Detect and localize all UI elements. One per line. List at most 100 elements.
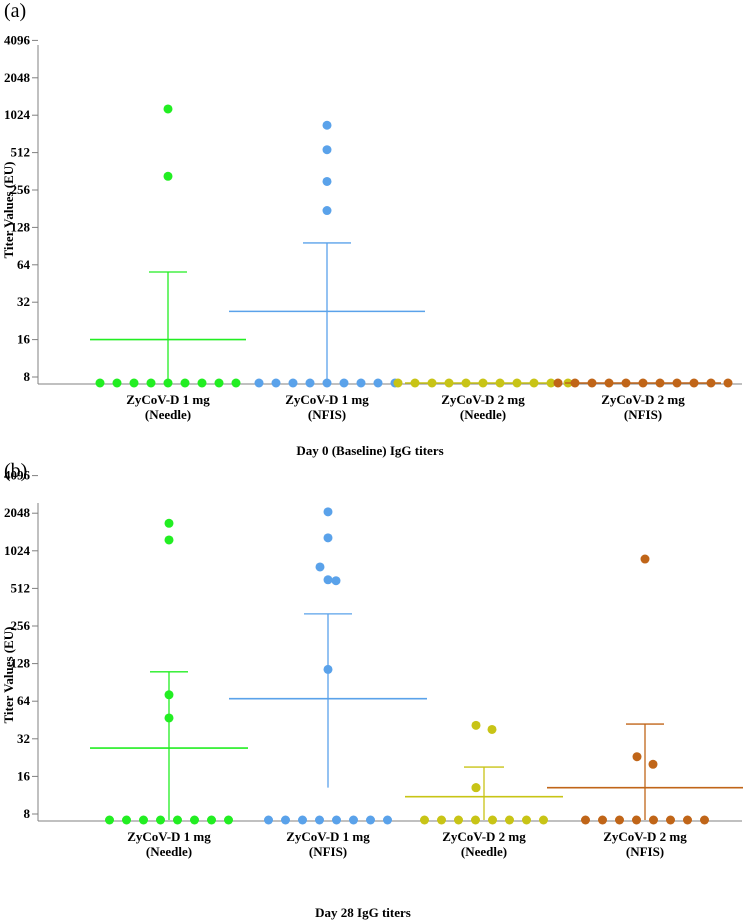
category-label: ZyCoV-D 2 mg xyxy=(601,392,685,407)
data-point xyxy=(522,815,531,825)
y-tick-label: 512 xyxy=(11,145,31,160)
y-tick-label: 8 xyxy=(24,806,31,821)
data-point xyxy=(649,815,658,825)
y-tick-label: 64 xyxy=(17,693,31,708)
panel-a-categories: ZyCoV-D 1 mg(Needle)ZyCoV-D 1 mg(NFIS)Zy… xyxy=(126,392,685,422)
data-point xyxy=(581,815,590,825)
data-point xyxy=(332,815,341,825)
data-point xyxy=(105,815,114,825)
category-sublabel: (Needle) xyxy=(460,407,506,422)
data-point xyxy=(322,206,332,216)
data-point xyxy=(539,815,548,825)
data-point xyxy=(383,815,392,825)
panel-a-label: (a) xyxy=(4,0,26,22)
data-point xyxy=(339,378,349,388)
category-sublabel: (Needle) xyxy=(146,844,192,859)
data-point xyxy=(164,535,174,545)
category-label: ZyCoV-D 1 mg xyxy=(285,392,369,407)
data-point xyxy=(689,378,699,388)
data-point xyxy=(315,562,325,572)
panel-a-y-axis-label: Titer Values (EU) xyxy=(1,161,16,258)
data-point xyxy=(323,575,333,585)
data-point xyxy=(224,815,233,825)
data-point xyxy=(180,378,190,388)
category-sublabel: (NFIS) xyxy=(308,407,346,422)
data-point xyxy=(553,378,563,388)
data-point xyxy=(322,176,332,186)
data-point xyxy=(366,815,375,825)
data-point xyxy=(164,690,174,700)
data-point xyxy=(315,815,324,825)
data-point xyxy=(298,815,307,825)
data-point xyxy=(598,815,607,825)
data-point xyxy=(410,378,420,388)
data-point xyxy=(478,378,488,388)
category-sublabel: (NFIS) xyxy=(309,844,347,859)
group-2 xyxy=(405,720,563,825)
data-point xyxy=(288,378,298,388)
data-point xyxy=(444,378,454,388)
panel-b-y-axis-label: Titer Values (EU) xyxy=(1,626,16,723)
y-tick-label: 2048 xyxy=(4,70,31,85)
panel-b-groups xyxy=(90,507,743,825)
data-point xyxy=(322,145,332,155)
data-point xyxy=(331,576,341,586)
panel-b-title: Day 28 IgG titers xyxy=(315,905,411,920)
category-sublabel: (NFIS) xyxy=(626,844,664,859)
data-point xyxy=(95,378,105,388)
category-label: ZyCoV-D 2 mg xyxy=(441,392,525,407)
data-point xyxy=(587,378,597,388)
category-sublabel: (Needle) xyxy=(145,407,191,422)
data-point xyxy=(648,759,658,769)
y-tick-label: 128 xyxy=(11,219,31,234)
data-point xyxy=(427,378,437,388)
data-point xyxy=(197,378,207,388)
data-point xyxy=(706,378,716,388)
y-tick-label: 16 xyxy=(17,332,31,347)
panel-b-y-ticks: 8 16 32 64 128 256 512 1024 2048 4096 xyxy=(4,468,38,821)
y-tick-label: 32 xyxy=(17,294,30,309)
data-point xyxy=(666,815,675,825)
data-point xyxy=(112,378,122,388)
category-sublabel: (NFIS) xyxy=(624,407,662,422)
data-point xyxy=(349,815,358,825)
data-point xyxy=(254,378,264,388)
data-point xyxy=(156,815,165,825)
group-3 xyxy=(547,554,743,825)
data-point xyxy=(163,378,173,388)
y-tick-label: 256 xyxy=(11,618,31,633)
data-point xyxy=(207,815,216,825)
y-tick-label: 32 xyxy=(17,731,30,746)
category-label: ZyCoV-D 1 mg xyxy=(126,392,210,407)
panel-a: (a) Titer Values (EU) 8 16 32 64 128 256 512 10… xyxy=(1,0,742,458)
data-point xyxy=(231,378,241,388)
data-point xyxy=(488,815,497,825)
category-sublabel: (Needle) xyxy=(461,844,507,859)
data-point xyxy=(570,378,580,388)
data-point xyxy=(437,815,446,825)
data-point xyxy=(683,815,692,825)
group-1 xyxy=(229,120,425,388)
data-point xyxy=(471,720,481,730)
data-point xyxy=(164,713,174,723)
data-point xyxy=(700,815,709,825)
data-point xyxy=(393,378,403,388)
data-point xyxy=(190,815,199,825)
y-tick-label: 512 xyxy=(11,580,31,595)
data-point xyxy=(214,378,224,388)
group-1 xyxy=(229,507,427,825)
data-point xyxy=(604,378,614,388)
data-point xyxy=(271,378,281,388)
data-point xyxy=(173,815,182,825)
category-label: ZyCoV-D 2 mg xyxy=(442,829,526,844)
data-point xyxy=(323,664,333,674)
data-point xyxy=(615,815,624,825)
data-point xyxy=(461,378,471,388)
data-point xyxy=(322,120,332,130)
y-tick-label: 1024 xyxy=(4,543,31,558)
group-0 xyxy=(90,518,248,825)
data-point xyxy=(305,378,315,388)
data-point xyxy=(281,815,290,825)
group-3 xyxy=(553,378,733,388)
